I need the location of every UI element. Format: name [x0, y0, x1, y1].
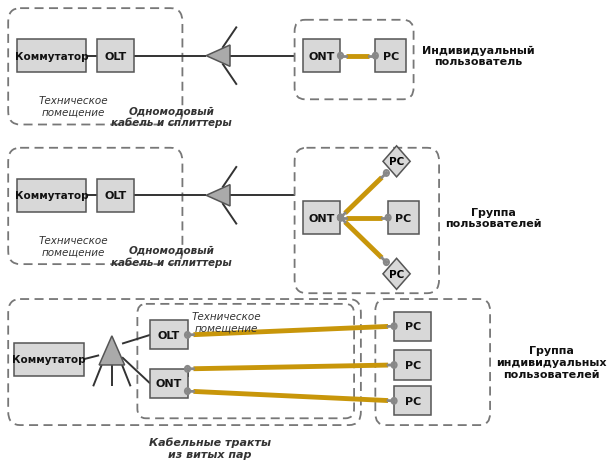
Text: Техническое
помещение: Техническое помещение: [192, 311, 262, 332]
FancyBboxPatch shape: [150, 321, 187, 350]
Text: Коммутатор: Коммутатор: [15, 191, 88, 201]
Text: Коммутатор: Коммутатор: [15, 51, 88, 62]
Text: Техническое
помещение: Техническое помещение: [39, 96, 109, 118]
FancyBboxPatch shape: [150, 369, 187, 398]
Text: PC: PC: [404, 396, 421, 406]
Text: PC: PC: [395, 213, 412, 223]
Polygon shape: [383, 259, 410, 290]
Circle shape: [393, 400, 395, 402]
Text: PC: PC: [404, 321, 421, 332]
Text: PC: PC: [389, 269, 404, 279]
Circle shape: [386, 262, 387, 264]
Text: Коммутатор: Коммутатор: [12, 354, 86, 364]
Polygon shape: [383, 146, 410, 177]
Text: OLT: OLT: [158, 330, 180, 340]
Polygon shape: [99, 336, 124, 365]
Circle shape: [187, 368, 188, 370]
Text: Группа
пользователей: Группа пользователей: [445, 207, 542, 229]
Text: Индивидуальный
пользователь: Индивидуальный пользователь: [422, 46, 535, 67]
Circle shape: [386, 172, 387, 175]
Text: Группа
индивидуальных
пользователей: Группа индивидуальных пользователей: [496, 346, 606, 379]
Circle shape: [340, 217, 342, 219]
Text: ONT: ONT: [309, 213, 335, 223]
Text: ONT: ONT: [156, 379, 182, 388]
Circle shape: [393, 364, 395, 366]
Text: OLT: OLT: [104, 191, 126, 201]
FancyBboxPatch shape: [16, 40, 87, 73]
Circle shape: [375, 56, 376, 58]
Text: PC: PC: [404, 360, 421, 370]
FancyBboxPatch shape: [394, 387, 431, 415]
Text: Одномодовый
кабель и сплиттеры: Одномодовый кабель и сплиттеры: [111, 106, 232, 128]
FancyBboxPatch shape: [394, 312, 431, 341]
Polygon shape: [206, 185, 230, 206]
Text: ONT: ONT: [309, 51, 335, 62]
FancyBboxPatch shape: [375, 40, 406, 73]
Text: Техническое
помещение: Техническое помещение: [39, 236, 109, 257]
FancyBboxPatch shape: [96, 40, 134, 73]
FancyBboxPatch shape: [303, 202, 340, 235]
FancyBboxPatch shape: [303, 40, 340, 73]
Text: OLT: OLT: [104, 51, 126, 62]
Circle shape: [393, 325, 395, 328]
Text: PC: PC: [382, 51, 399, 62]
Circle shape: [340, 217, 342, 219]
Circle shape: [187, 390, 188, 393]
FancyBboxPatch shape: [96, 179, 134, 213]
Text: Одномодовый
кабель и сплиттеры: Одномодовый кабель и сплиттеры: [111, 245, 232, 267]
FancyBboxPatch shape: [394, 350, 431, 380]
FancyBboxPatch shape: [388, 202, 418, 235]
Circle shape: [187, 334, 188, 336]
Text: PC: PC: [389, 157, 404, 167]
Circle shape: [387, 217, 389, 219]
Circle shape: [340, 56, 342, 58]
FancyBboxPatch shape: [14, 343, 84, 376]
FancyBboxPatch shape: [16, 179, 87, 213]
Circle shape: [340, 217, 342, 219]
Polygon shape: [206, 46, 230, 67]
Text: Кабельные тракты
из витых пар: Кабельные тракты из витых пар: [149, 437, 271, 459]
